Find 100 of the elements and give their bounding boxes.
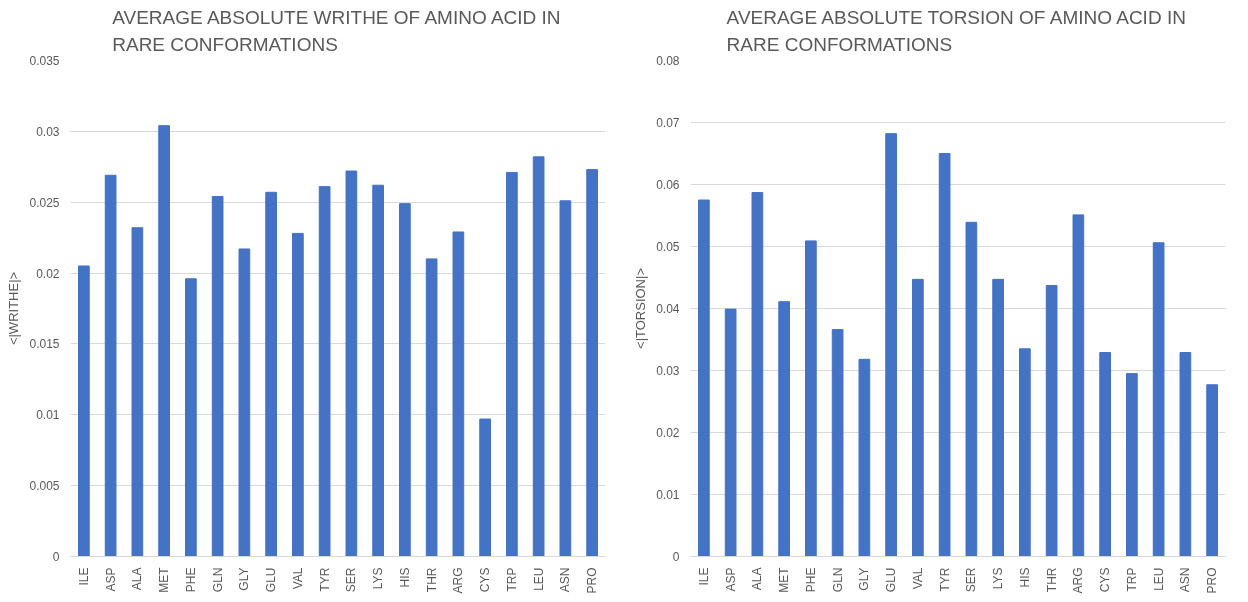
y-tick-label: 0.02 bbox=[36, 266, 60, 281]
bar bbox=[912, 278, 924, 557]
y-tick-label: 0.025 bbox=[29, 195, 60, 210]
y-tick-label: 0.02 bbox=[656, 426, 680, 440]
chart-title: AVERAGE ABSOLUTE TORSION OF AMINO ACID IN RARE CONFORMATIONS bbox=[726, 7, 1186, 56]
x-tick-label: TRP bbox=[504, 567, 519, 592]
y-tick-label: 0.04 bbox=[656, 302, 680, 316]
bar bbox=[751, 192, 764, 557]
x-tick-label: GLY bbox=[237, 567, 252, 591]
x-tick-label: PHE bbox=[803, 567, 818, 593]
bar bbox=[1152, 242, 1165, 557]
bar bbox=[372, 184, 384, 557]
bar bbox=[399, 203, 411, 557]
bar bbox=[158, 125, 170, 557]
x-tick-label: ASP bbox=[103, 567, 118, 592]
x-tick-label: GLN bbox=[210, 567, 225, 593]
x-tick-label: CYS bbox=[1098, 567, 1113, 593]
y-tick-label: 0.06 bbox=[656, 178, 680, 192]
y-tick-label: 0 bbox=[672, 550, 680, 564]
x-tick-label: ILE bbox=[696, 567, 711, 586]
bar bbox=[78, 265, 90, 557]
y-tick-label: 0.03 bbox=[656, 364, 680, 378]
x-tick-label: CYS bbox=[478, 567, 493, 593]
x-tick-label: GLU bbox=[264, 567, 279, 593]
y-tick-label: 0 bbox=[52, 550, 60, 564]
bar bbox=[586, 169, 598, 557]
y-axis-title: <|TORSION|> bbox=[633, 268, 649, 349]
bar bbox=[1072, 214, 1085, 557]
x-tick-label: THR bbox=[424, 567, 439, 593]
y-tick-label: 0.005 bbox=[29, 479, 60, 494]
x-tick-label: SER bbox=[344, 567, 359, 593]
x-tick-label: TYR bbox=[937, 567, 952, 592]
bar bbox=[425, 258, 438, 557]
bar bbox=[104, 174, 117, 557]
x-tick-label: MET bbox=[777, 566, 792, 593]
x-tick-label: VAL bbox=[910, 567, 925, 590]
x-tick-label: TRP bbox=[1124, 567, 1139, 592]
x-tick-label: ARG bbox=[1071, 567, 1086, 594]
x-tick-label: ASN bbox=[1178, 567, 1193, 593]
bar bbox=[479, 418, 491, 557]
y-tick-label: 0.05 bbox=[656, 240, 680, 254]
bar bbox=[778, 301, 790, 557]
y-tick-label: 0.035 bbox=[29, 54, 60, 68]
bar bbox=[1099, 352, 1111, 557]
bar bbox=[885, 133, 897, 557]
y-tick-label: 0.08 bbox=[656, 54, 680, 68]
x-tick-label: LYS bbox=[991, 567, 1006, 590]
bar bbox=[724, 308, 737, 557]
x-tick-label: ILE bbox=[76, 567, 91, 586]
bar bbox=[506, 171, 518, 557]
bar bbox=[559, 200, 572, 557]
y-tick-label: 0.01 bbox=[656, 488, 680, 502]
bar bbox=[1045, 285, 1058, 557]
bar bbox=[831, 329, 844, 557]
x-tick-label: ASN bbox=[558, 567, 573, 593]
bar bbox=[858, 358, 871, 557]
x-tick-label: TYR bbox=[317, 567, 332, 592]
x-tick-label: GLN bbox=[830, 567, 845, 593]
bar bbox=[345, 170, 358, 557]
bar bbox=[452, 231, 465, 557]
x-tick-label: ARG bbox=[451, 567, 466, 594]
x-tick-label: GLU bbox=[884, 567, 899, 593]
bar bbox=[318, 186, 331, 557]
bar bbox=[238, 248, 251, 557]
x-tick-label: ALA bbox=[130, 567, 145, 591]
bar bbox=[805, 240, 817, 557]
bar bbox=[965, 221, 978, 557]
x-tick-label: VAL bbox=[290, 567, 305, 590]
x-tick-label: LYS bbox=[371, 567, 386, 590]
x-tick-label: PRO bbox=[1205, 567, 1220, 594]
bar bbox=[1179, 352, 1192, 557]
x-tick-label: ASP bbox=[723, 567, 738, 592]
bar bbox=[292, 232, 304, 557]
x-tick-label: MET bbox=[157, 566, 172, 593]
y-tick-label: 0.03 bbox=[36, 124, 60, 139]
x-tick-label: PHE bbox=[183, 567, 198, 593]
bar bbox=[185, 278, 197, 557]
x-tick-label: ALA bbox=[750, 567, 765, 591]
bar bbox=[938, 153, 951, 557]
bar bbox=[1126, 373, 1138, 557]
bar bbox=[1019, 348, 1031, 557]
bar bbox=[131, 227, 144, 557]
x-tick-label: THR bbox=[1044, 567, 1059, 593]
x-tick-label: HIS bbox=[1017, 567, 1032, 588]
bar bbox=[698, 199, 710, 557]
y-axis-title: <|WRITHE|> bbox=[6, 271, 22, 346]
y-tick-label: 0.07 bbox=[656, 116, 680, 130]
y-tick-label: 0.01 bbox=[36, 408, 60, 423]
y-tick-label: 0.015 bbox=[29, 337, 60, 352]
chart-title: AVERAGE ABSOLUTE WRITHE OF AMINO ACID IN RARE CONFORMATIONS bbox=[112, 7, 561, 56]
x-tick-label: LEU bbox=[1151, 567, 1166, 591]
x-tick-label: HIS bbox=[397, 567, 412, 588]
bar bbox=[211, 196, 224, 557]
x-tick-label: GLY bbox=[857, 567, 872, 591]
bar bbox=[992, 278, 1004, 557]
x-tick-label: LEU bbox=[531, 567, 546, 591]
x-tick-label: PRO bbox=[585, 567, 600, 594]
bar bbox=[265, 191, 277, 557]
x-tick-label: SER bbox=[964, 567, 979, 593]
bar bbox=[1206, 384, 1218, 557]
